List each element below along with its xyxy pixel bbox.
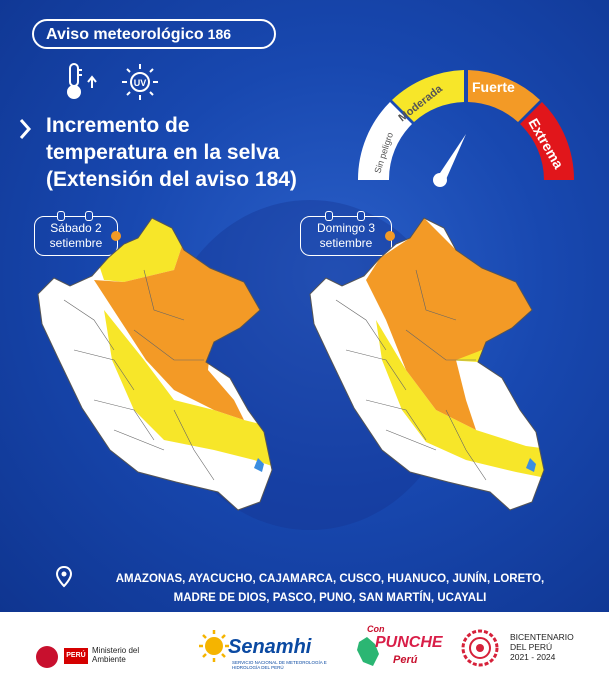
bicentenario-line-3: 2021 - 2024 — [510, 652, 556, 662]
zone-moderada — [104, 310, 272, 470]
hazard-icons: UV — [60, 62, 170, 107]
bicentenario-logo: BICENTENARIO DEL PERÚ 2021 - 2024 — [458, 628, 574, 673]
zone-fuerte — [366, 218, 544, 430]
ministry-name: Ministerio del Ambiente — [92, 646, 140, 664]
bicentenario-emblem-icon — [461, 629, 499, 667]
intensity-gauge: Sin peligro Moderada Fuerte Extrema — [357, 70, 575, 187]
regions-line-2: MADRE DE DIOS, PASCO, PUNO, SAN MARTÍN, … — [173, 592, 487, 604]
badge-title: Aviso meteorológico — [46, 26, 204, 43]
map-sunday — [309, 217, 545, 511]
day-tag-saturday-line2: setiembre — [49, 236, 103, 250]
gauge-label-fuerte: Fuerte — [472, 79, 515, 95]
peru-shield-icon — [36, 646, 58, 668]
affected-regions: AMAZONAS, AYACUCHO, CAJAMARCA, CUSCO, HU… — [70, 570, 590, 608]
level-dot — [111, 231, 121, 241]
campaign-peru: Perú — [393, 654, 418, 666]
location-pin-icon — [56, 566, 72, 588]
title-line-2: temperatura en la selva — [46, 141, 280, 164]
con-punche-peru-logo: Con PUNCHE Perú — [355, 622, 443, 672]
title-line-1: Incremento de — [46, 114, 190, 137]
senamhi-sun-icon — [199, 630, 229, 662]
warning-title: Incremento de temperatura en la selva (E… — [46, 112, 366, 193]
day-tag-sunday: Domingo 3 setiembre — [300, 211, 395, 256]
gauge-segment-extrema — [520, 102, 575, 180]
senamhi-subtitle: SERVICIO NACIONAL DE METEOROLOGÍA E HIDR… — [232, 660, 327, 670]
zone-moderada — [376, 320, 544, 480]
warning-panel: Aviso meteorológico 186 U — [0, 0, 609, 612]
title-line-3: (Extensión del aviso 184) — [46, 168, 297, 191]
day-tag-sunday-line2: setiembre — [319, 236, 373, 250]
bicentenario-text: BICENTENARIO DEL PERÚ 2021 - 2024 — [510, 632, 600, 662]
gauge-segment-moderada — [392, 70, 464, 122]
peru-map-icon — [357, 637, 379, 666]
day-tag-sunday-line1: Domingo 3 — [316, 221, 376, 235]
campaign-punche: PUNCHE — [375, 634, 443, 651]
warning-badge: Aviso meteorológico 186 — [32, 19, 276, 49]
gauge-segment-fuerte — [468, 70, 540, 122]
uv-sun-icon: UV — [122, 64, 158, 100]
ministry-flag-label: PERÚ — [64, 648, 88, 664]
day-tag-saturday-line1: Sábado 2 — [50, 221, 102, 235]
senamhi-name: Senamhi — [228, 636, 312, 658]
day-tag-saturday: Sábado 2 setiembre — [34, 211, 121, 256]
chevron-right-icon — [19, 119, 32, 139]
thermometer-up-icon — [67, 63, 97, 99]
svg-text:UV: UV — [134, 78, 147, 88]
zone-fuerte — [94, 240, 272, 420]
map-saturday — [37, 217, 273, 511]
senamhi-logo: Senamhi SERVICIO NACIONAL DE METEOROLOGÍ… — [198, 626, 327, 671]
bicentenario-line-2: DEL PERÚ — [510, 642, 553, 652]
level-dot — [385, 231, 395, 241]
bicentenario-line-1: BICENTENARIO — [510, 632, 574, 642]
footer-logos: PERÚ Ministerio del Ambiente Senamhi SER… — [0, 612, 609, 680]
regions-line-1: AMAZONAS, AYACUCHO, CAJAMARCA, CUSCO, HU… — [115, 573, 545, 585]
campaign-con: Con — [367, 624, 385, 634]
badge-number: 186 — [207, 26, 232, 42]
gauge-needle — [433, 134, 466, 187]
gauge-segment-sin-peligro — [357, 102, 412, 180]
zone-moderada — [94, 218, 184, 282]
